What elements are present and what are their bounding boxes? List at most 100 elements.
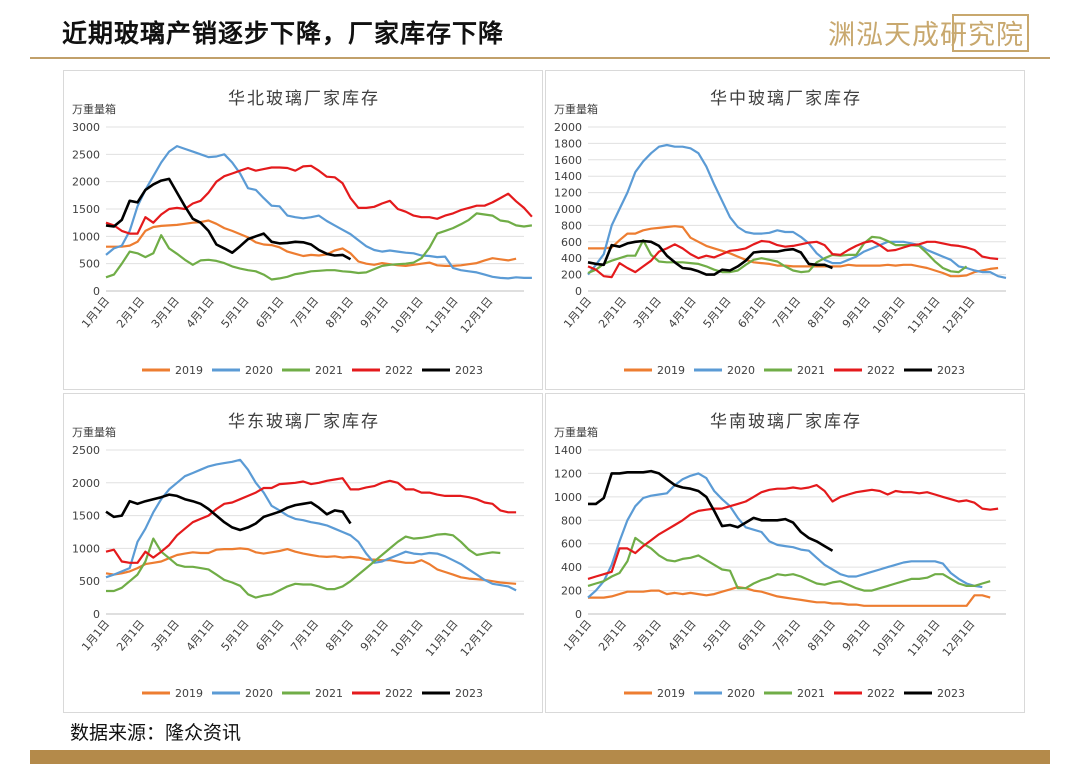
x-tick-label: 7月1日: [770, 295, 803, 331]
legend-label-2020: 2020: [727, 687, 755, 700]
page-title: 近期玻璃产销逐步下降，厂家库存下降: [62, 19, 505, 48]
x-tick-label: 6月1日: [253, 618, 286, 654]
x-tick-label: 2月1日: [596, 618, 629, 654]
x-tick-label: 9月1日: [840, 618, 873, 654]
series-line-2021: [587, 235, 968, 275]
legend-label-2019: 2019: [175, 687, 203, 700]
legend-label-2022: 2022: [385, 687, 413, 700]
y-axis-label: 万重量箱: [554, 102, 598, 116]
x-tick-label: 10月1日: [388, 295, 426, 336]
y-tick-label: 0: [575, 285, 582, 298]
series-line-2021: [106, 532, 501, 599]
legend-label-2020: 2020: [727, 364, 755, 377]
chart-title: 华北玻璃厂家库存: [228, 89, 380, 109]
series-line-2020: [587, 143, 1007, 279]
x-tick-label: 10月1日: [870, 295, 908, 336]
series-line-2020: [587, 472, 983, 599]
x-tick-label: 5月1日: [219, 295, 252, 331]
series-line-2021: [587, 536, 991, 592]
series-line-2022: [105, 164, 533, 235]
x-tick-label: 9月1日: [840, 295, 873, 331]
y-tick-label: 200: [561, 269, 582, 282]
x-tick-label: 9月1日: [358, 295, 391, 331]
x-tick-label: 3月1日: [149, 295, 182, 331]
x-tick-label: 5月1日: [701, 295, 734, 331]
y-tick-label: 0: [93, 608, 100, 621]
x-tick-label: 11月1日: [905, 618, 943, 659]
y-axis-label: 万重量箱: [72, 102, 116, 116]
y-tick-label: 400: [561, 252, 582, 265]
y-tick-label: 2000: [554, 121, 582, 134]
series-line-2023: [105, 493, 352, 532]
chart-title: 华东玻璃厂家库存: [228, 412, 380, 432]
legend-label-2021: 2021: [797, 687, 825, 700]
x-tick-label: 7月1日: [288, 618, 321, 654]
x-tick-label: 2月1日: [114, 295, 147, 331]
x-tick-label: 1月1日: [561, 295, 594, 331]
chart-title: 华中玻璃厂家库存: [710, 89, 862, 109]
x-tick-label: 10月1日: [870, 618, 908, 659]
legend-label-2020: 2020: [245, 364, 273, 377]
brand-logo: 渊泓天成研究院: [828, 14, 1029, 52]
series-line-2020: [105, 458, 517, 592]
y-tick-label: 1500: [72, 203, 100, 216]
legend-label-2022: 2022: [867, 687, 895, 700]
y-tick-label: 200: [561, 585, 582, 598]
legend-label-2019: 2019: [657, 364, 685, 377]
y-tick-label: 400: [561, 561, 582, 574]
series-line-2023: [105, 177, 352, 261]
x-tick-label: 6月1日: [253, 295, 286, 331]
y-tick-label: 1000: [554, 203, 582, 216]
y-tick-label: 0: [93, 285, 100, 298]
x-tick-label: 8月1日: [805, 618, 838, 654]
x-tick-label: 9月1日: [358, 618, 391, 654]
x-tick-label: 12月1日: [458, 618, 496, 659]
x-tick-label: 4月1日: [666, 295, 699, 331]
legend-label-2020: 2020: [245, 687, 273, 700]
y-tick-label: 600: [561, 236, 582, 249]
series-line-2019: [588, 225, 999, 278]
x-tick-label: 4月1日: [184, 295, 217, 331]
x-tick-label: 1月1日: [561, 618, 594, 654]
x-tick-label: 6月1日: [735, 295, 768, 331]
series-line-2023: [587, 239, 833, 276]
brand-logo-frame: [952, 14, 1029, 52]
y-tick-label: 1000: [554, 491, 582, 504]
y-tick-label: 1400: [554, 444, 582, 457]
legend-label-2021: 2021: [315, 687, 343, 700]
legend-label-2022: 2022: [867, 364, 895, 377]
y-axis-label: 万重量箱: [72, 425, 116, 439]
legend-label-2021: 2021: [315, 364, 343, 377]
legend-label-2021: 2021: [797, 364, 825, 377]
y-tick-label: 2000: [72, 176, 100, 189]
series-line-2021: [105, 212, 533, 281]
legend-label-2023: 2023: [455, 364, 483, 377]
y-tick-label: 500: [79, 258, 100, 271]
chart-title: 华南玻璃厂家库存: [710, 412, 862, 432]
chart-panel-central: 华中玻璃厂家库存 万重量箱 0 200 400 600 800 1000 1200 1400 160…: [545, 70, 1025, 390]
y-tick-label: 1600: [554, 154, 582, 167]
x-tick-label: 8月1日: [323, 295, 356, 331]
chart-panel-north: 华北玻璃厂家库存 万重量箱 0 500 1000 1500 2000 2500 3000 1月1日…: [63, 70, 543, 390]
y-tick-label: 3000: [72, 121, 100, 134]
x-tick-label: 1月1日: [79, 618, 112, 654]
x-tick-label: 4月1日: [666, 618, 699, 654]
y-tick-label: 1000: [72, 230, 100, 243]
source-note: 数据来源：隆众资讯: [70, 722, 242, 744]
y-tick-label: 2000: [72, 477, 100, 490]
y-tick-label: 2500: [72, 444, 100, 457]
x-tick-label: 2月1日: [114, 618, 147, 654]
x-tick-label: 11月1日: [423, 618, 461, 659]
legend-label-2019: 2019: [175, 364, 203, 377]
y-tick-label: 800: [561, 219, 582, 232]
y-tick-label: 1200: [554, 467, 582, 480]
y-tick-label: 500: [79, 575, 100, 588]
x-tick-label: 5月1日: [701, 618, 734, 654]
x-tick-label: 12月1日: [940, 295, 978, 336]
x-tick-label: 7月1日: [770, 618, 803, 654]
legend-label-2019: 2019: [657, 687, 685, 700]
header-rule: [30, 57, 1050, 59]
y-tick-label: 1800: [554, 137, 582, 150]
legend-label-2023: 2023: [455, 687, 483, 700]
